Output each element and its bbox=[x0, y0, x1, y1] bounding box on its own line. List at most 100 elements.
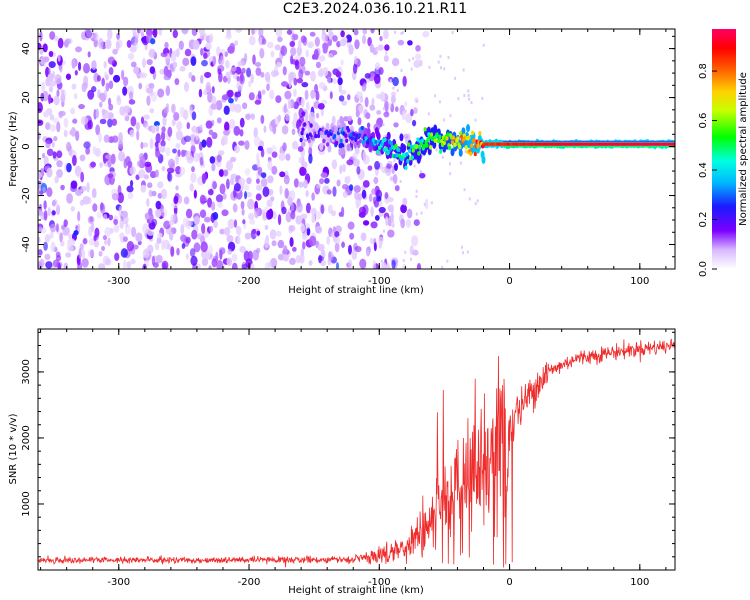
carrier-core bbox=[410, 155, 414, 160]
noise-dot bbox=[437, 60, 440, 64]
noise-blob bbox=[231, 66, 237, 72]
carrier-core bbox=[406, 158, 410, 164]
noise-blob bbox=[211, 131, 218, 140]
noise-blob bbox=[352, 158, 360, 167]
noise-blob bbox=[366, 122, 371, 129]
noise-dot bbox=[393, 158, 396, 162]
carrier-core bbox=[389, 141, 394, 146]
noise-blob bbox=[192, 126, 199, 135]
noise-blob bbox=[387, 229, 395, 238]
noise-blob bbox=[370, 221, 378, 229]
noise-blob bbox=[353, 29, 359, 36]
noise-blob bbox=[146, 87, 154, 94]
carrier-core bbox=[303, 122, 307, 127]
noise-blob bbox=[405, 218, 412, 228]
noise-blob bbox=[155, 150, 161, 158]
noise-blob bbox=[99, 162, 103, 168]
noise-blob bbox=[43, 241, 48, 251]
noise-blob bbox=[392, 173, 398, 185]
noise-blob bbox=[63, 117, 69, 128]
noise-blob bbox=[320, 172, 328, 179]
noise-blob bbox=[85, 147, 91, 155]
noise-blob bbox=[43, 110, 49, 118]
noise-blob bbox=[300, 141, 306, 148]
noise-dot bbox=[434, 94, 437, 98]
carrier-core bbox=[307, 138, 311, 144]
noise-blob bbox=[149, 66, 156, 75]
noise-blob bbox=[156, 237, 162, 244]
noise-blob bbox=[60, 93, 66, 103]
noise-blob bbox=[172, 29, 178, 39]
noise-blob bbox=[390, 94, 396, 104]
noise-blob bbox=[129, 179, 134, 187]
noise-blob bbox=[56, 121, 61, 133]
noise-blob bbox=[334, 242, 340, 253]
noise-blob bbox=[332, 186, 337, 197]
noise-blob bbox=[374, 215, 380, 221]
noise-blob bbox=[304, 89, 309, 101]
noise-blob bbox=[57, 262, 62, 269]
noise-blob bbox=[50, 241, 56, 253]
carrier-core bbox=[308, 132, 312, 137]
noise-blob bbox=[114, 252, 120, 262]
noise-blob bbox=[300, 97, 305, 108]
noise-blob bbox=[251, 29, 255, 36]
noise-blob bbox=[327, 53, 334, 59]
noise-blob bbox=[138, 82, 143, 90]
noise-blob bbox=[153, 121, 160, 127]
noise-blob bbox=[392, 76, 399, 87]
noise-blob bbox=[259, 47, 265, 59]
noise-dot bbox=[401, 31, 404, 35]
carrier-core bbox=[322, 138, 326, 144]
noise-blob bbox=[242, 102, 248, 110]
noise-blob bbox=[122, 236, 128, 243]
noise-blob bbox=[177, 194, 183, 204]
noise-blob bbox=[244, 167, 251, 176]
noise-blob bbox=[126, 241, 135, 252]
carrier-core bbox=[361, 140, 365, 145]
noise-blob bbox=[405, 112, 413, 124]
noise-blob bbox=[225, 71, 231, 79]
noise-blob bbox=[354, 191, 359, 200]
noise-blob bbox=[123, 76, 129, 87]
noise-blob bbox=[296, 77, 304, 84]
noise-blob bbox=[309, 31, 316, 37]
noise-blob bbox=[298, 69, 304, 80]
noise-blob bbox=[49, 31, 56, 40]
carrier-core bbox=[458, 144, 462, 150]
noise-blob bbox=[317, 102, 325, 110]
noise-blob bbox=[282, 245, 288, 255]
noise-blob bbox=[71, 155, 77, 167]
noise-blob bbox=[96, 211, 102, 219]
noise-blob bbox=[403, 133, 409, 139]
noise-blob bbox=[271, 151, 278, 158]
noise-blob bbox=[347, 259, 353, 269]
carrier-halo bbox=[384, 139, 389, 148]
noise-blob bbox=[227, 248, 232, 255]
noise-blob bbox=[273, 70, 280, 76]
noise-blob bbox=[229, 102, 236, 112]
noise-blob bbox=[332, 226, 336, 233]
noise-blob bbox=[366, 249, 370, 257]
noise-blob bbox=[75, 189, 83, 197]
noise-blob bbox=[81, 258, 89, 268]
noise-blob bbox=[53, 95, 60, 106]
noise-blob bbox=[347, 94, 351, 101]
noise-blob bbox=[83, 75, 89, 87]
carrier-halo bbox=[376, 132, 381, 141]
bottom-axes: -300 -200 -100 0 100 1000 2000 3000 bbox=[21, 329, 675, 588]
noise-blob bbox=[340, 30, 345, 38]
noise-dot bbox=[460, 245, 463, 249]
noise-blob bbox=[234, 145, 240, 154]
noise-blob bbox=[184, 48, 192, 57]
noise-dot bbox=[423, 202, 426, 206]
noise-blob bbox=[60, 240, 65, 247]
carrier-halo bbox=[386, 131, 391, 140]
noise-blob bbox=[284, 90, 292, 100]
noise-blob bbox=[250, 73, 254, 84]
carrier-halo bbox=[327, 144, 332, 153]
noise-blob bbox=[261, 38, 267, 45]
carrier-core bbox=[333, 134, 337, 139]
carrier-core bbox=[335, 140, 339, 146]
noise-blob bbox=[347, 221, 355, 230]
